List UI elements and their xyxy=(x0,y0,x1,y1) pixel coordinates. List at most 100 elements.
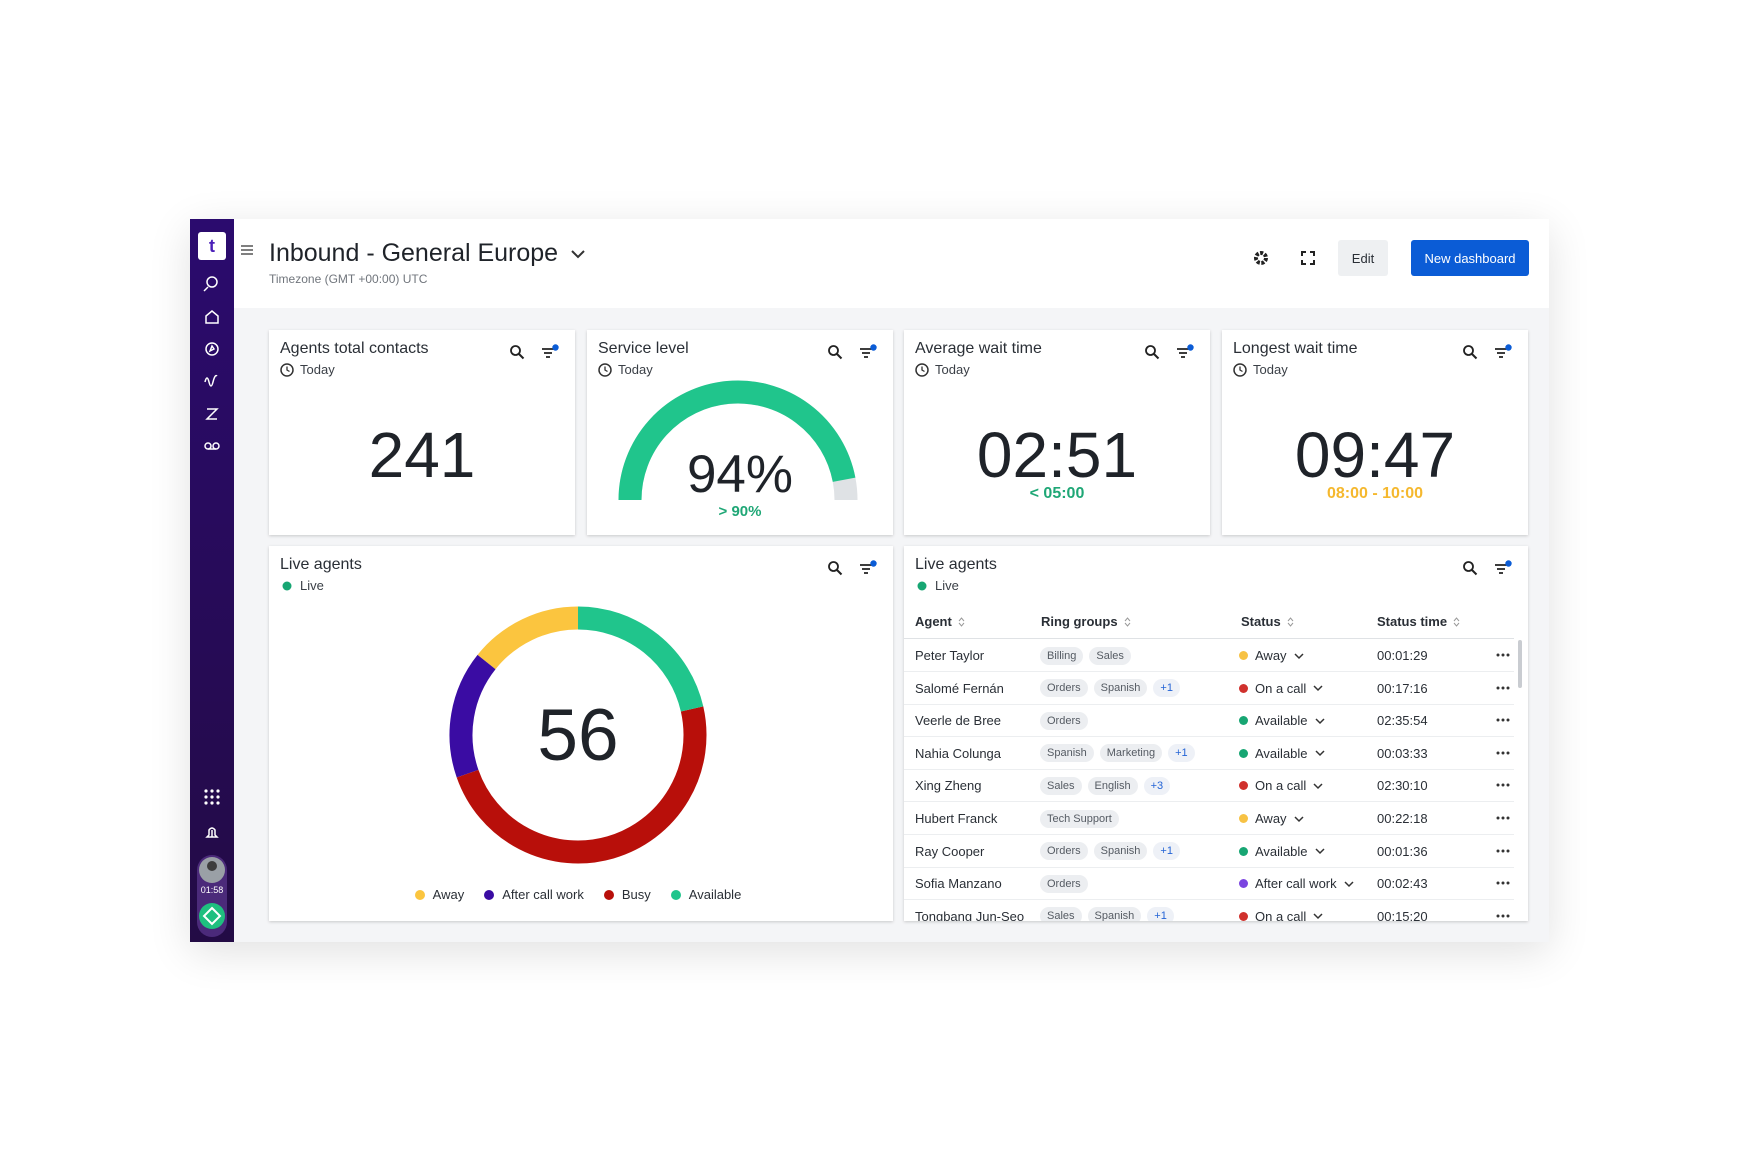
call-timer: 01:58 xyxy=(200,885,224,895)
row-actions[interactable] xyxy=(1496,867,1510,900)
search-icon[interactable] xyxy=(827,560,843,576)
donut-segment xyxy=(456,706,707,864)
filter-icon[interactable] xyxy=(859,344,877,360)
action-dot xyxy=(1501,816,1505,820)
status[interactable]: Away xyxy=(1239,639,1304,672)
group-chip: Sales xyxy=(1040,776,1082,795)
status-text: After call work xyxy=(1255,876,1337,892)
widget-period: Today xyxy=(280,362,335,377)
chevron xyxy=(1294,815,1304,822)
row-actions[interactable] xyxy=(1496,639,1510,672)
sidebar: t 01:58 xyxy=(190,219,234,942)
filter-icon[interactable] xyxy=(1494,560,1512,576)
legend-item[interactable]: Busy xyxy=(603,887,651,902)
legend-swatch xyxy=(484,889,495,900)
status-text: Available xyxy=(1255,713,1308,729)
action-dot xyxy=(1496,881,1500,885)
row-actions[interactable] xyxy=(1496,802,1510,835)
filter-icon[interactable] xyxy=(541,344,559,360)
widget-actions xyxy=(509,344,559,360)
filter-icon[interactable] xyxy=(1176,344,1194,360)
row-actions[interactable] xyxy=(1496,769,1510,802)
ring-groups: Orders Spanish +1 xyxy=(1040,835,1186,868)
metric-value: 09:47 xyxy=(1294,419,1456,491)
widget-card: Agents total contacts Today 241 xyxy=(269,330,575,535)
action-dot xyxy=(1506,914,1510,918)
status[interactable]: On a call xyxy=(1239,769,1323,802)
status[interactable]: On a call xyxy=(1239,672,1323,705)
status-dot xyxy=(1239,651,1248,660)
widget-period: Today xyxy=(915,362,970,377)
group-chip: Spanish xyxy=(1087,907,1142,921)
search-handle xyxy=(1471,353,1478,360)
filter-icon[interactable] xyxy=(1494,344,1512,360)
new-dashboard-button[interactable]: New dashboard xyxy=(1411,240,1529,276)
search-icon[interactable] xyxy=(827,344,843,360)
clock-hands xyxy=(921,366,925,372)
row-actions[interactable] xyxy=(1496,835,1510,868)
clock-icon xyxy=(1233,362,1247,377)
column-header[interactable]: Ring groups xyxy=(1041,614,1131,629)
search-glass xyxy=(1463,345,1474,356)
filter-lines xyxy=(860,348,872,358)
widget-card: Longest wait time Today 09:47 08:00 - 10:00 xyxy=(1222,330,1528,535)
legend-item[interactable]: Away xyxy=(414,887,464,902)
settings-icon[interactable] xyxy=(1252,249,1270,267)
title-dropdown[interactable] xyxy=(570,248,586,260)
sort-icon xyxy=(1453,616,1460,627)
row-actions[interactable] xyxy=(1496,900,1510,921)
dashboard-content: Agents total contacts Today 241 Service lev… xyxy=(234,308,1549,942)
action-dot xyxy=(1496,653,1500,657)
clock-hands xyxy=(604,366,608,372)
status[interactable]: On a call xyxy=(1239,900,1323,921)
filter-icon[interactable] xyxy=(859,560,877,576)
sort-arrows xyxy=(1287,616,1294,627)
action-dot xyxy=(1506,686,1510,690)
status[interactable]: After call work xyxy=(1239,867,1354,900)
sort-arrows xyxy=(1453,616,1460,627)
column-header[interactable]: Status xyxy=(1241,614,1294,629)
agent-name: Hubert Franck xyxy=(915,811,998,826)
status-dropdown xyxy=(1313,913,1323,920)
widget-title: Live agents xyxy=(280,556,362,573)
sort-icon xyxy=(958,616,965,627)
chevron xyxy=(1315,750,1325,757)
svg-text:t: t xyxy=(209,236,215,256)
dashboard-title[interactable]: Inbound - General Europe xyxy=(269,239,559,267)
metric-value: 02:51 xyxy=(976,419,1138,491)
row-actions[interactable] xyxy=(1496,672,1510,705)
search-glass xyxy=(828,345,839,356)
status[interactable]: Available xyxy=(1239,835,1325,868)
search-glass xyxy=(1463,561,1474,572)
table-row: Tongbang Jun-Seo Sales Spanish +1 On a call 0… xyxy=(904,900,1514,921)
legend-item[interactable]: After call work xyxy=(484,887,584,902)
agent-name: Ray Cooper xyxy=(915,843,985,859)
menu-icon[interactable] xyxy=(240,244,254,256)
search-icon[interactable] xyxy=(1462,560,1478,576)
status[interactable]: Available xyxy=(1239,704,1325,737)
search-icon[interactable] xyxy=(1144,344,1160,360)
row-actions[interactable] xyxy=(1496,737,1510,770)
search-glass xyxy=(1145,345,1156,356)
status-dot xyxy=(1239,781,1248,791)
edit-button[interactable]: Edit xyxy=(1338,240,1388,276)
group-chip: Spanish xyxy=(1093,842,1148,861)
search-icon[interactable] xyxy=(1462,344,1478,360)
chevron xyxy=(1315,848,1325,855)
status[interactable]: Available xyxy=(1239,737,1325,770)
gauge-value xyxy=(618,380,856,501)
status-dot xyxy=(1239,846,1248,856)
timezone: Timezone (GMT +00:00) UTC xyxy=(269,272,428,286)
column-header[interactable]: Agent xyxy=(915,614,965,629)
row-actions[interactable] xyxy=(1496,704,1510,737)
status-dot xyxy=(1239,879,1248,889)
action-dot xyxy=(1506,718,1510,722)
fullscreen-icon[interactable] xyxy=(1300,250,1316,266)
search-icon[interactable] xyxy=(509,344,525,360)
group-chip: Sales xyxy=(1040,907,1082,921)
legend-item[interactable]: Available xyxy=(670,887,741,902)
action-dot xyxy=(1501,914,1505,918)
column-header[interactable]: Status time xyxy=(1377,614,1460,629)
ring-groups: Sales English +3 xyxy=(1040,769,1176,802)
status[interactable]: Away xyxy=(1239,802,1304,835)
